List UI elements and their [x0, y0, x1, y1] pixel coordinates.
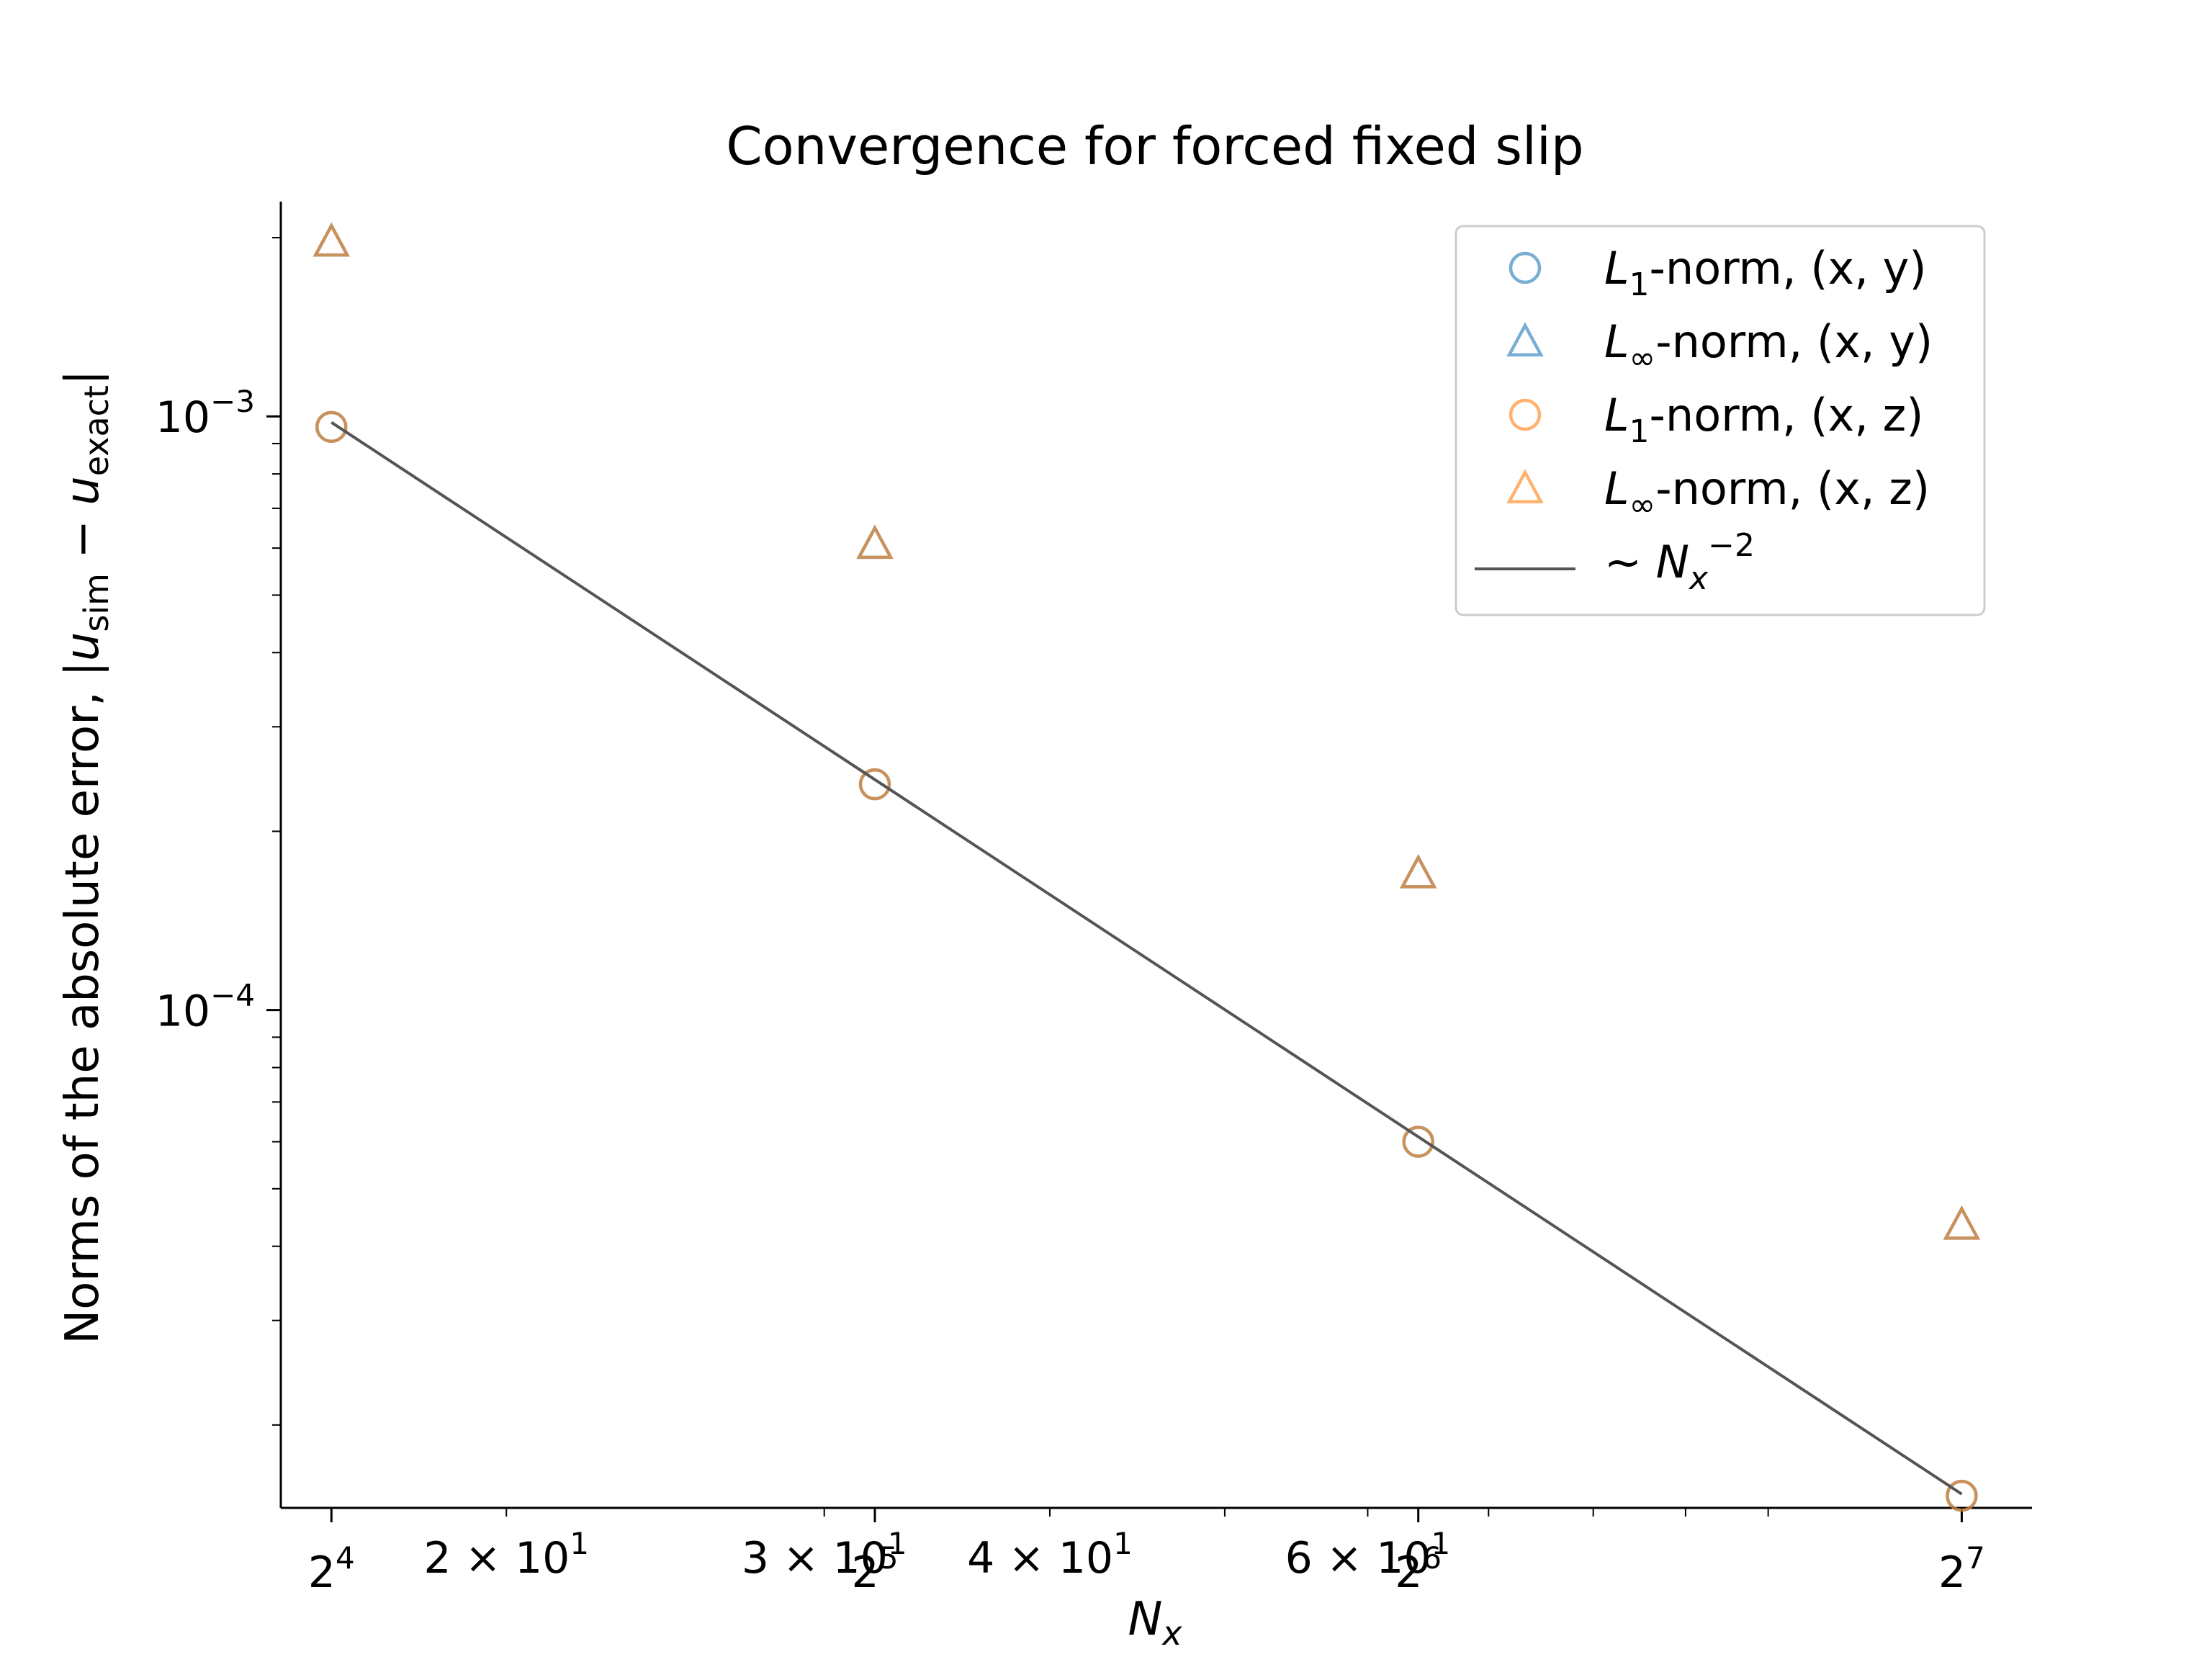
- legend-label: L1-norm, (x, z): [1604, 389, 1923, 450]
- data-point-series-2: [313, 222, 351, 257]
- data-point-series-4: [313, 222, 351, 257]
- x-tick-label: 27: [1938, 1540, 1985, 1598]
- y-tick-label: 10−3: [156, 384, 255, 443]
- legend-box: [1455, 225, 1986, 616]
- legend-label: L∞-norm, (x, z): [1604, 462, 1930, 524]
- axes: 2 × 101 3 × 101 4 × 101 6 × 101 24 25 26 27 10−3…: [156, 202, 2032, 1598]
- legend-marker: [1509, 251, 1542, 284]
- y-axis-label: Norms of the absolute error, |usim − uex…: [56, 369, 116, 1344]
- y-tick-label: 10−4: [156, 978, 255, 1037]
- x-tick-label: 24: [308, 1540, 355, 1598]
- chart-title: Convergence for forced fixed slip: [726, 116, 1583, 176]
- x-tick-label: 26: [1395, 1540, 1442, 1598]
- x-tick-label: 25: [852, 1540, 899, 1598]
- legend: L1-norm, (x, y) L∞-norm, (x, y) L1-norm, (…: [1455, 225, 1986, 616]
- x-axis-label: Nx: [1128, 1593, 1182, 1653]
- data-point-series-3: [858, 768, 891, 801]
- data-point-series-3: [1402, 1126, 1434, 1158]
- data-point-series-4: [1399, 853, 1437, 889]
- x-tick-label: 3 × 101: [742, 1526, 907, 1584]
- data-point-series-2: [1943, 1205, 1981, 1240]
- legend-marker: [1506, 322, 1544, 356]
- legend-label: ∼ Nx−2: [1604, 527, 1755, 597]
- legend-label: L1-norm, (x, y): [1604, 242, 1927, 303]
- reference-line: [331, 421, 1963, 1496]
- data-point-series-2: [856, 524, 894, 560]
- x-tick-label: 6 × 101: [1285, 1526, 1451, 1584]
- data-point-series-3: [1946, 1479, 1978, 1512]
- data-point-series-2: [1399, 853, 1437, 889]
- legend-marker: [1509, 398, 1542, 431]
- legend-label: L∞-norm, (x, y): [1604, 315, 1933, 377]
- data-layer: [313, 222, 1981, 1512]
- data-point-series-3: [315, 410, 348, 444]
- x-tick-label: 2 × 101: [423, 1526, 589, 1584]
- x-tick-label: 4 × 101: [967, 1526, 1133, 1584]
- legend-marker: [1506, 469, 1544, 503]
- data-point-series-4: [856, 524, 894, 560]
- data-point-series-4: [1943, 1205, 1981, 1240]
